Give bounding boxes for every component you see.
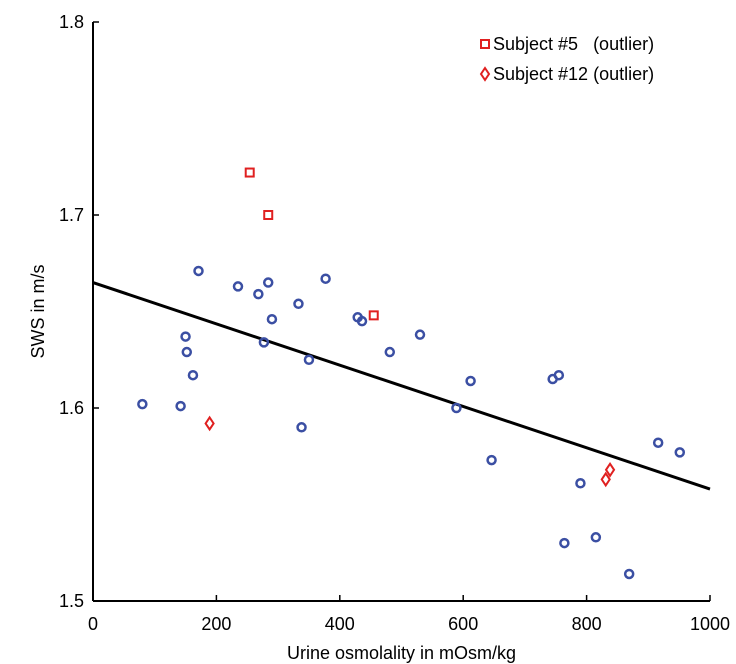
data-point bbox=[553, 369, 565, 381]
data-point bbox=[320, 273, 331, 284]
y-tick-label: 1.8 bbox=[59, 12, 84, 32]
data-point bbox=[384, 346, 396, 358]
data-point bbox=[451, 402, 462, 414]
data-point bbox=[293, 298, 304, 310]
data-point bbox=[623, 568, 635, 580]
x-tick-label: 1000 bbox=[690, 614, 730, 634]
data-point bbox=[296, 422, 307, 433]
data-point bbox=[414, 329, 426, 340]
y-axis-title: SWS in m/s bbox=[28, 264, 48, 358]
x-tick-label: 600 bbox=[448, 614, 478, 634]
data-point bbox=[590, 532, 602, 543]
outlier-point-subject-5 bbox=[244, 167, 255, 178]
data-point bbox=[253, 288, 264, 300]
data-point bbox=[180, 331, 191, 342]
data-point bbox=[258, 337, 270, 348]
data-point bbox=[575, 478, 586, 489]
data-point bbox=[674, 447, 686, 458]
y-tick-label: 1.5 bbox=[59, 591, 84, 611]
x-axis-title: Urine osmolality in mOsm/kg bbox=[287, 643, 516, 663]
data-point bbox=[486, 454, 497, 466]
data-point bbox=[266, 313, 278, 325]
data-points bbox=[137, 167, 686, 580]
y-tick-label: 1.6 bbox=[59, 398, 84, 418]
data-point bbox=[137, 398, 148, 410]
outlier-point-subject-5 bbox=[263, 210, 274, 220]
data-point bbox=[652, 437, 664, 448]
data-point bbox=[559, 537, 570, 549]
data-point bbox=[232, 281, 244, 292]
ticks: 0 200 400 600 800 1000 1.5 1.6 1.7 1.8 bbox=[59, 12, 730, 634]
data-point bbox=[262, 277, 274, 288]
data-point bbox=[175, 400, 186, 412]
data-point bbox=[193, 265, 204, 277]
outlier-point-subject-12 bbox=[204, 415, 215, 432]
outlier-point-subject-12 bbox=[604, 461, 616, 478]
legend-square-marker bbox=[480, 39, 490, 49]
data-point bbox=[303, 354, 315, 365]
data-point bbox=[465, 375, 476, 387]
outlier-point-subject-12 bbox=[600, 471, 611, 488]
x-tick-label: 200 bbox=[201, 614, 231, 634]
x-tick-label: 0 bbox=[88, 614, 98, 634]
regression-line bbox=[92, 281, 711, 491]
axes bbox=[92, 22, 710, 602]
x-tick-label: 400 bbox=[325, 614, 355, 634]
legend-diamond-marker bbox=[479, 66, 491, 82]
legend: Subject #5 (outlier) Subject #12 (outlier… bbox=[479, 34, 654, 84]
outlier-point-subject-5 bbox=[368, 310, 379, 321]
x-tick-label: 800 bbox=[572, 614, 602, 634]
data-point bbox=[181, 346, 193, 358]
legend-label: Subject #5 (outlier) bbox=[493, 34, 654, 54]
data-point bbox=[187, 369, 199, 381]
data-point bbox=[356, 315, 368, 327]
legend-label: Subject #12 (outlier) bbox=[493, 64, 654, 84]
y-tick-label: 1.7 bbox=[59, 205, 84, 225]
